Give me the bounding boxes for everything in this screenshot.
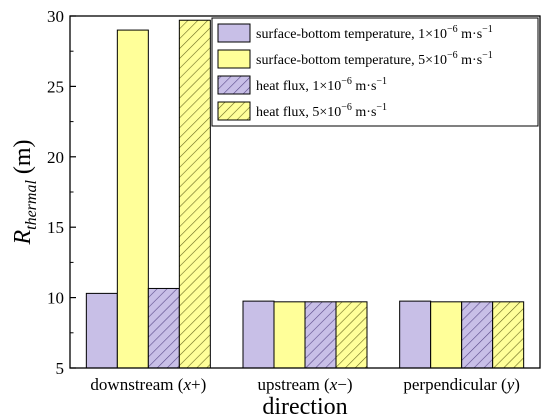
x-tick-text: perpendicular ( <box>403 375 507 394</box>
legend-exponent: −6 <box>447 24 458 35</box>
y-tick-label: 15 <box>47 218 64 237</box>
legend-name: heat flux, 1×10 <box>256 79 341 94</box>
x-tick-tail: ) <box>514 375 520 394</box>
y-title-unit: (m) <box>10 139 36 180</box>
legend-unit-exponent: −1 <box>376 76 387 87</box>
y-tick-label: 5 <box>56 359 65 378</box>
bars-group <box>85 19 525 369</box>
x-tick-var: y <box>505 375 515 394</box>
y-axis-title: Rthermal (m) <box>10 139 40 245</box>
bar-s3-c1 <box>147 287 180 369</box>
x-tick-tail: −) <box>337 375 352 394</box>
bar-s2-c3 <box>430 301 463 369</box>
y-tick-label: 25 <box>47 77 64 96</box>
legend-unit: m·s <box>458 53 483 68</box>
bar-s2-c1 <box>116 29 149 369</box>
legend-exponent: −6 <box>447 50 458 61</box>
legend-swatch-3 <box>217 75 251 95</box>
legend-swatch-2 <box>217 49 251 69</box>
y-tick-label: 10 <box>47 289 64 308</box>
bar-s1-c3 <box>399 300 432 369</box>
bar-s4-c2 <box>335 301 368 369</box>
legend-swatch-1 <box>217 23 251 43</box>
x-tick-label: perpendicular (y) <box>403 375 520 394</box>
x-tick-label: upstream (x−) <box>257 375 352 394</box>
x-tick-var: x <box>329 375 338 394</box>
legend-label-3: heat flux, 1×10−6 m·s−1 <box>256 76 387 94</box>
legend-unit-exponent: −1 <box>482 50 493 61</box>
x-tick-tail: +) <box>191 375 206 394</box>
bar-s4-c3 <box>492 301 525 369</box>
legend-unit-exponent: −1 <box>482 24 493 35</box>
x-axis-title: direction <box>262 394 347 419</box>
bar-s4-c1 <box>178 19 211 369</box>
legend-name: surface-bottom temperature, 5×10 <box>256 53 447 68</box>
x-tick-text: downstream ( <box>90 375 183 394</box>
legend-label-1: surface-bottom temperature, 1×10−6 m·s−1 <box>256 24 493 42</box>
legend-name: surface-bottom temperature, 1×10 <box>256 27 447 42</box>
legend-exponent: −6 <box>341 102 352 113</box>
legend-unit: m·s <box>458 27 483 42</box>
bar-s2-c2 <box>273 301 306 369</box>
legend-label-4: heat flux, 5×10−6 m·s−1 <box>256 102 387 120</box>
y-title-main: R <box>10 230 36 246</box>
y-title-subscript: thermal <box>23 180 40 230</box>
legend-swatch-4 <box>217 101 251 121</box>
legend-exponent: −6 <box>341 76 352 87</box>
legend-unit: m·s <box>352 79 377 94</box>
x-tick-var: x <box>182 375 191 394</box>
bar-s1-c2 <box>242 300 275 369</box>
y-tick-label: 30 <box>47 7 64 26</box>
legend-box <box>211 17 539 127</box>
bar-s3-c2 <box>304 301 337 369</box>
bar-s3-c3 <box>461 301 494 369</box>
y-tick-label: 20 <box>47 148 64 167</box>
legend-unit-exponent: −1 <box>376 102 387 113</box>
x-tick-text: upstream ( <box>257 375 330 394</box>
x-tick-label: downstream (x+) <box>90 375 206 394</box>
legend: surface-bottom temperature, 1×10−6 m·s−1… <box>211 17 539 127</box>
legend-unit: m·s <box>352 105 377 120</box>
bar-s1-c1 <box>85 292 118 369</box>
legend-name: heat flux, 5×10 <box>256 105 341 120</box>
legend-label-2: surface-bottom temperature, 5×10−6 m·s−1 <box>256 50 493 68</box>
